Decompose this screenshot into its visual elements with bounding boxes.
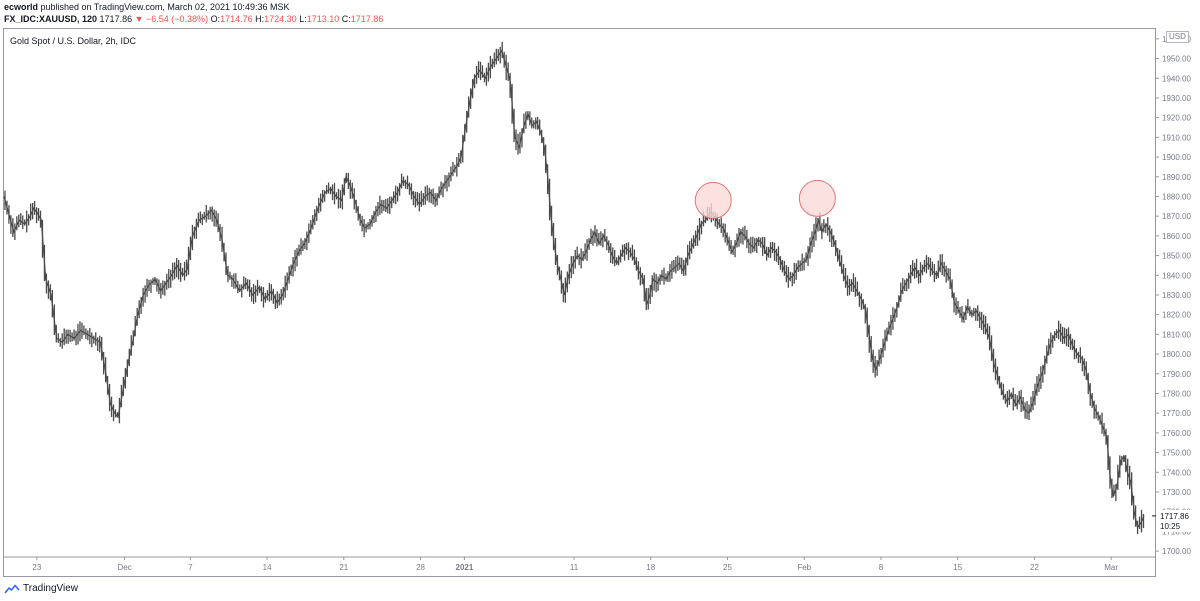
bar-countdown-label: 10:25 [1160, 522, 1181, 531]
open-label: O: [210, 14, 221, 24]
y-tick-label: 1830.00 [1162, 291, 1191, 300]
x-tick-label: Feb [797, 563, 811, 572]
price-series-line [3, 49, 1145, 529]
last-price-box [1156, 509, 1194, 532]
symbol-name: FX_IDC:XAUUSD, 120 [4, 14, 98, 24]
x-tick-label: 8 [879, 563, 884, 572]
y-tick-label: 1950.00 [1162, 55, 1191, 64]
y-tick-label: 1790.00 [1162, 370, 1191, 379]
x-tick-label: 18 [646, 563, 655, 572]
y-tick-label: 1930.00 [1162, 94, 1191, 103]
y-tick-label: 1770.00 [1162, 409, 1191, 418]
y-tick-label: 1750.00 [1162, 449, 1191, 458]
footer: TradingView [4, 583, 78, 594]
y-tick-label: 1730.00 [1162, 488, 1191, 497]
y-tick-label: 1860.00 [1162, 232, 1191, 241]
y-tick-label: 1810.00 [1162, 330, 1191, 339]
y-tick-label: 1760.00 [1162, 429, 1191, 438]
y-tick-label: 1900.00 [1162, 153, 1191, 162]
x-tick-label: 7 [188, 563, 193, 572]
y-tick-label: 1880.00 [1162, 192, 1191, 201]
publish-info: ecworld published on TradingView.com, Ma… [4, 2, 290, 12]
x-tick-label: Mar [1104, 563, 1118, 572]
open-value: 1714.76 [220, 14, 253, 24]
y-tick-label: 1870.00 [1162, 212, 1191, 221]
last-price: 1717.86 [99, 14, 133, 24]
y-tick-label: 1940.00 [1162, 74, 1191, 83]
y-tick-label: 1920.00 [1162, 114, 1191, 123]
y-tick-label: 1780.00 [1162, 389, 1191, 398]
close-value: 1717.86 [350, 14, 384, 24]
highlight-circle-marker [798, 179, 836, 217]
y-tick-label: 1740.00 [1162, 468, 1191, 477]
y-tick-label: 1850.00 [1162, 252, 1191, 261]
y-tick-label: 1910.00 [1162, 133, 1191, 142]
x-tick-label: 25 [723, 563, 732, 572]
close-label: C: [341, 14, 351, 24]
x-tick-label: 23 [32, 563, 41, 572]
footer-brand: TradingView [23, 583, 79, 594]
low-value: 1713.10 [306, 14, 340, 24]
published-text: published on TradingView.com, March 02, … [38, 2, 290, 12]
x-tick-label: 28 [416, 563, 425, 572]
x-tick-label: 21 [339, 563, 348, 572]
publisher-name: ecworld [4, 2, 39, 12]
x-tick-label: Dec [117, 563, 131, 572]
x-tick-label: 22 [1030, 563, 1039, 572]
y-tick-label: 1700.00 [1162, 547, 1191, 556]
y-tick-label: 1800.00 [1162, 350, 1191, 359]
y-tick-label: 1820.00 [1162, 311, 1191, 320]
x-tick-label: 15 [953, 563, 962, 572]
low-label: L: [299, 14, 307, 24]
tradingview-logo-icon [4, 583, 20, 593]
chart-legend: Gold Spot / U.S. Dollar, 2h, IDC [10, 36, 137, 46]
x-tick-label: 2021 [456, 563, 474, 572]
last-price-label: 1717.86 [1160, 512, 1189, 521]
price-scale[interactable] [1155, 28, 1196, 577]
symbol-info: FX_IDC:XAUUSD, 120 1717.86 ▼ −6.54 (−0.3… [4, 14, 383, 24]
high-value: 1724.30 [264, 14, 297, 24]
price-change: ▼ −6.54 (−0.38%) [134, 14, 209, 24]
x-tick-label: 14 [263, 563, 272, 572]
y-tick-label: 1890.00 [1162, 173, 1191, 182]
highlight-circle-marker [694, 181, 732, 219]
currency-badge[interactable]: USD [1166, 31, 1189, 43]
y-tick-label: 1840.00 [1162, 271, 1191, 280]
x-tick-label: 11 [570, 563, 579, 572]
high-label: H: [255, 14, 265, 24]
